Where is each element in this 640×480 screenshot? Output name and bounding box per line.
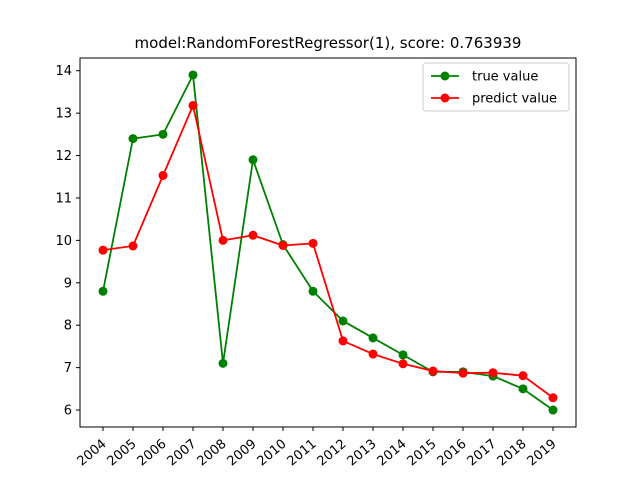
- data-point: [218, 358, 228, 368]
- y-tick-label: 12: [55, 149, 72, 164]
- data-point: [128, 134, 138, 144]
- legend-box: [422, 62, 570, 112]
- data-point: [308, 286, 318, 296]
- y-tick-label: 9: [64, 276, 72, 291]
- data-point: [518, 384, 528, 394]
- legend-label: predict value: [472, 92, 557, 107]
- y-tick-label: 6: [64, 404, 72, 419]
- data-point: [518, 371, 528, 381]
- data-point: [338, 316, 348, 326]
- data-point: [98, 286, 108, 296]
- y-tick-label: 13: [55, 107, 72, 122]
- data-point: [188, 70, 198, 80]
- y-tick-label: 7: [64, 361, 72, 376]
- legend: true value predict value: [422, 62, 570, 112]
- data-point: [398, 359, 408, 369]
- data-point: [428, 366, 438, 376]
- y-tick-label: 10: [55, 234, 72, 249]
- legend-marker: [440, 71, 450, 81]
- data-point: [548, 393, 558, 403]
- y-tick-label: 11: [55, 191, 72, 206]
- data-point: [188, 101, 198, 111]
- data-point: [158, 170, 168, 180]
- data-point: [338, 336, 348, 346]
- data-point: [458, 368, 468, 378]
- data-point: [158, 129, 168, 139]
- series-line: [102, 104, 554, 399]
- legend-label: true value: [472, 70, 538, 85]
- data-point: [98, 245, 108, 255]
- data-point: [548, 405, 558, 415]
- series-line: [102, 74, 554, 411]
- data-point: [398, 350, 408, 360]
- data-point: [128, 241, 138, 251]
- legend-marker: [440, 93, 450, 103]
- data-point: [368, 333, 378, 343]
- data-point: [278, 240, 288, 250]
- data-point: [248, 230, 258, 240]
- y-tick-label: 14: [55, 64, 72, 79]
- data-point: [218, 235, 228, 245]
- y-tick-label: 8: [64, 319, 72, 334]
- plot-series: [98, 70, 558, 415]
- plot-frame: [79, 57, 577, 428]
- data-point: [488, 368, 498, 378]
- data-point: [368, 349, 378, 359]
- data-point: [308, 238, 318, 248]
- data-point: [248, 155, 258, 165]
- axes-spines: [79, 57, 577, 428]
- chart-title: model:RandomForestRegressor(1), score: 0…: [135, 34, 522, 52]
